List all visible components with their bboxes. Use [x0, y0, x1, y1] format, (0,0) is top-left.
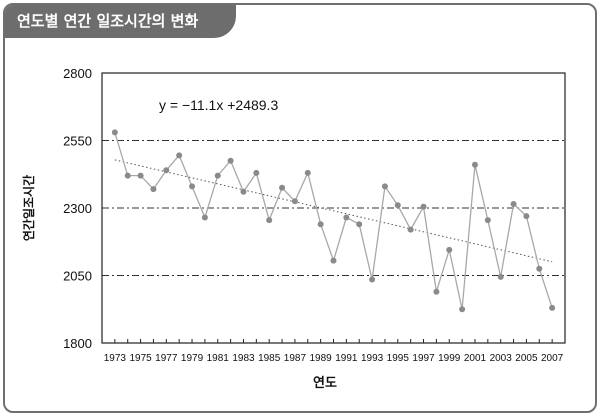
x-tick-label-2003: 2003	[490, 353, 513, 364]
series-group	[111, 129, 556, 313]
x-tick-label-1989: 1989	[310, 353, 333, 364]
y-tick-label-2300: 2300	[63, 201, 92, 216]
data-point-1981	[214, 172, 221, 179]
data-point-1984	[253, 169, 260, 176]
x-tick-label-1977: 1977	[155, 353, 178, 364]
data-point-2007	[549, 304, 556, 311]
data-point-1974	[124, 172, 131, 179]
data-point-2002	[484, 217, 491, 224]
data-point-1977	[163, 167, 170, 174]
y-tick-label-1800: 1800	[63, 336, 92, 351]
data-point-1980	[201, 214, 208, 221]
data-point-2004	[510, 200, 517, 207]
labels: y = −11.1x +2489.3 연도 연간일조시간	[21, 97, 337, 391]
trendline-group	[114, 159, 553, 263]
x-tick-label-1997: 1997	[412, 353, 435, 364]
data-point-1985	[266, 217, 273, 224]
x-tick-label-1981: 1981	[207, 353, 230, 364]
grid-lines	[102, 140, 565, 276]
data-point-1992	[356, 221, 363, 228]
data-point-1995	[394, 202, 401, 209]
x-axis-label: 연도	[313, 376, 337, 391]
data-point-1976	[150, 186, 157, 193]
axes: 1800 2050 2300 2550 2800 1973 1975 1977 1979 1981…	[63, 66, 566, 364]
x-tick-label-2005: 2005	[515, 353, 538, 364]
data-point-1973	[111, 129, 118, 136]
x-tick-label-1975: 1975	[129, 353, 152, 364]
data-point-1982	[227, 157, 234, 164]
data-point-2003	[497, 273, 504, 280]
y-axis-label: 연간일조시간	[21, 175, 36, 241]
data-point-1978	[176, 152, 183, 159]
data-point-1996	[407, 226, 414, 233]
data-point-1997	[420, 203, 427, 210]
x-tick-label-1993: 1993	[361, 353, 384, 364]
y-tick-label-2800: 2800	[63, 66, 92, 81]
data-point-1987	[291, 198, 298, 205]
data-point-1990	[330, 257, 337, 264]
y-tick-label-2050: 2050	[63, 269, 92, 284]
data-point-1989	[317, 221, 324, 228]
data-point-1991	[343, 214, 350, 221]
x-tick-label-1973: 1973	[104, 353, 127, 364]
x-tick-label-2001: 2001	[464, 353, 487, 364]
data-point-1999	[446, 246, 453, 253]
data-point-1988	[304, 169, 311, 176]
data-point-1983	[240, 188, 247, 195]
x-tick-label-1999: 1999	[438, 353, 461, 364]
data-point-1975	[137, 172, 144, 179]
trendline	[114, 159, 553, 263]
data-point-2001	[471, 161, 478, 168]
data-point-2005	[523, 213, 530, 220]
data-point-1979	[189, 183, 196, 190]
y-tick-label-2550: 2550	[63, 134, 92, 149]
equation-label: y = −11.1x +2489.3	[159, 97, 278, 113]
data-point-2006	[536, 265, 543, 272]
data-point-1998	[433, 288, 440, 295]
data-point-1994	[381, 183, 388, 190]
chart-title: 연도별 연간 일조시간의 변화	[5, 5, 237, 38]
line-chart: 1800 2050 2300 2550 2800 1973 1975 1977 1979 1981…	[21, 66, 566, 391]
x-tick-label-1983: 1983	[232, 353, 255, 364]
x-tick-label-1991: 1991	[335, 353, 358, 364]
data-point-1986	[279, 184, 286, 191]
x-tick-label-1987: 1987	[284, 353, 307, 364]
x-tick-label-1979: 1979	[181, 353, 204, 364]
x-tick-label-1985: 1985	[258, 353, 281, 364]
chart-frame: 연도별 연간 일조시간의 변화 1800 2050 2300 2550 2800 1973…	[3, 3, 597, 413]
x-tick-label-2007: 2007	[541, 353, 564, 364]
x-tick-label-1995: 1995	[387, 353, 410, 364]
data-point-1993	[369, 276, 376, 283]
data-point-2000	[459, 306, 466, 313]
